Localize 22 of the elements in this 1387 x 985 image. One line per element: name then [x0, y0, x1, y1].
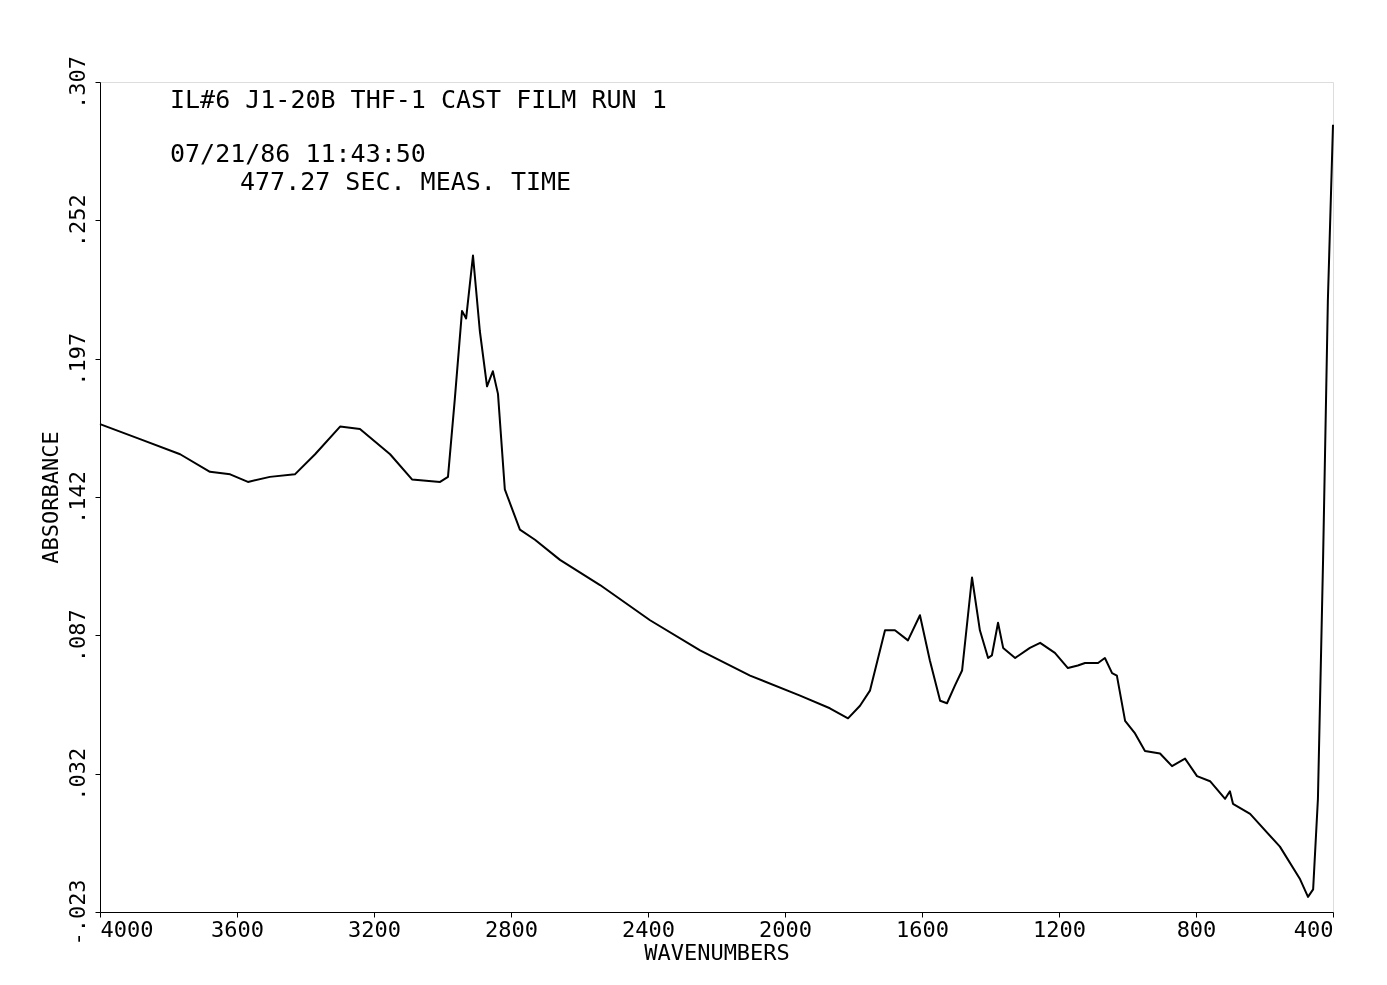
y-tick-label: .087 — [64, 609, 90, 663]
y-tick-label: .252 — [64, 194, 90, 248]
y-tick-label: .307 — [64, 56, 90, 109]
x-tick-label: 800 — [1176, 916, 1217, 942]
x-tick-label: 400 — [1293, 916, 1334, 942]
y-tick-label: .032 — [64, 747, 90, 801]
y-tick-label: -.023 — [64, 879, 90, 946]
y-tick-label: .142 — [64, 471, 90, 524]
chart-title: IL#6 J1-20B THF-1 CAST FILM RUN 1 — [170, 85, 667, 114]
x-tick-label: 2000 — [759, 916, 812, 942]
x-tick-label: 1600 — [896, 916, 949, 942]
annotation: 477.27 SEC. MEAS. TIME — [240, 167, 572, 196]
x-tick-label: 2800 — [485, 916, 538, 942]
x-tick-label: 3200 — [348, 916, 401, 942]
x-tick-label: 3600 — [211, 916, 264, 942]
annotation: 07/21/86 11:43:50 — [170, 139, 426, 168]
x-tick-label: 4000 — [100, 916, 154, 942]
x-axis-title: WAVENUMBERS — [644, 939, 790, 965]
y-axis-title: ABSORBANCE — [37, 431, 63, 564]
x-tick-label: 1200 — [1033, 916, 1086, 942]
y-tick-label: .197 — [64, 332, 90, 386]
x-tick-label: 2400 — [622, 916, 675, 942]
